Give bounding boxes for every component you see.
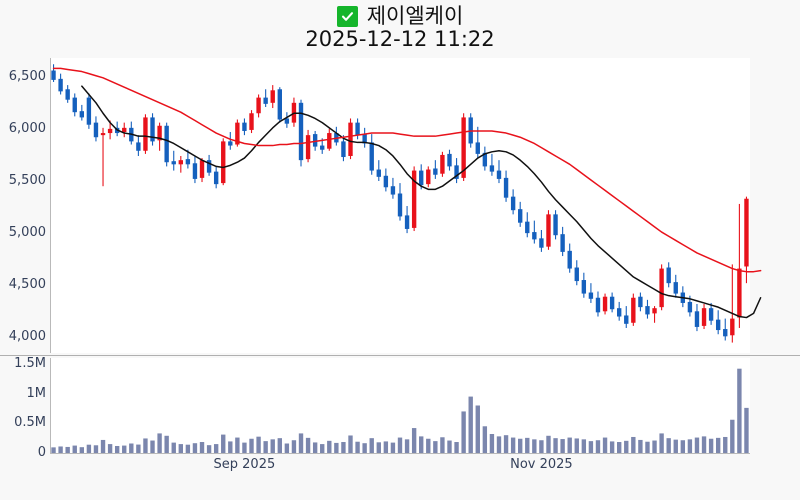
price-y-tick-label: 4,000: [8, 329, 46, 345]
price-y-tick-label: 6,000: [8, 120, 46, 136]
chart-header: 제이엘케이: [0, 2, 800, 30]
volume-baseline: [50, 453, 750, 454]
volume-y-tick-label: 1.5M: [14, 355, 46, 371]
volume-y-tick-label: 0.5M: [14, 415, 46, 431]
volume-y-axis-line: [50, 358, 51, 453]
chart-timestamp: 2025-12-12 11:22: [305, 27, 495, 51]
price-y-axis-line: [50, 58, 51, 353]
volume-y-tick-label: 0: [37, 445, 46, 460]
volume-y-tick-label: 1M: [26, 385, 47, 401]
x-tick-label: Nov 2025: [510, 457, 573, 472]
page-title: 제이엘케이: [366, 3, 464, 28]
x-tick-label: Sep 2025: [213, 457, 276, 472]
green-check-icon: [336, 5, 358, 27]
price-y-tick-label: 5,000: [8, 225, 46, 241]
panel-separator: [0, 355, 800, 356]
price-y-tick-label: 4,500: [8, 277, 46, 293]
price-y-tick-label: 5,500: [8, 173, 46, 188]
price-y-tick-label: 6,500: [8, 68, 46, 84]
